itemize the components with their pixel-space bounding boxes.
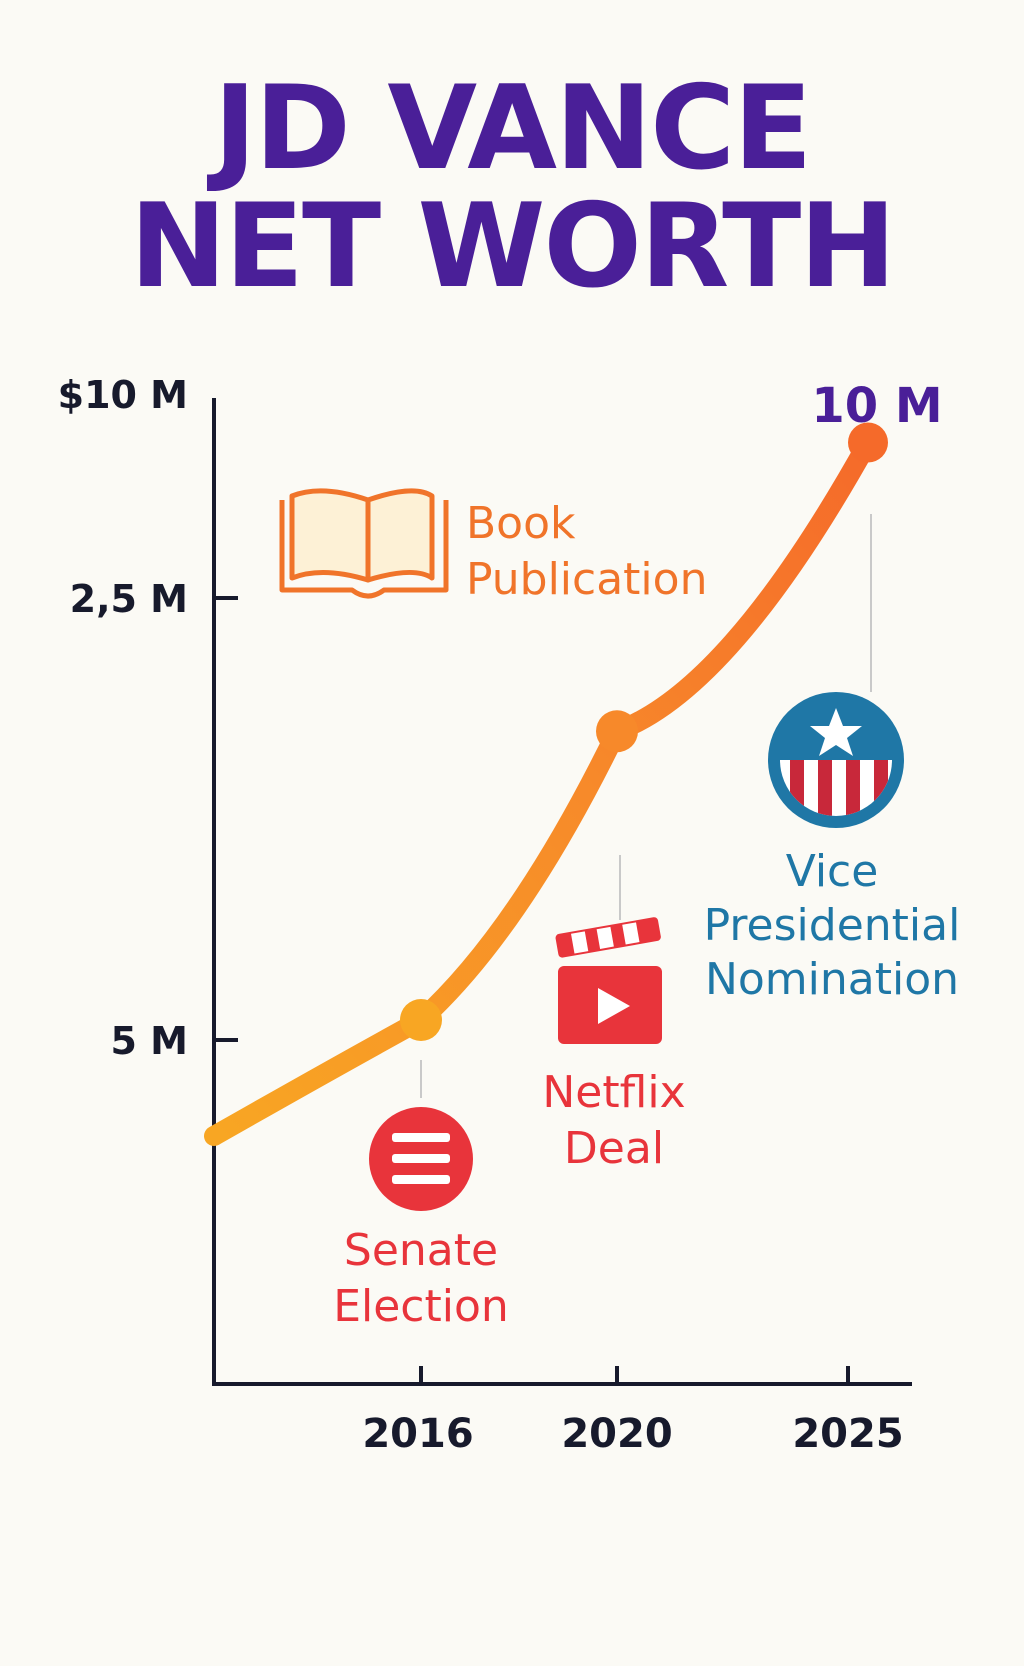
x-tick-label-2020: 2020 — [561, 1411, 672, 1457]
y-tick-label-2-5m: 2,5 M — [70, 577, 188, 621]
annotation-vp-line-2: Presidential — [704, 900, 961, 951]
data-point-2016 — [400, 999, 442, 1041]
data-points — [400, 422, 888, 1041]
x-tick-label-2016: 2016 — [362, 1411, 473, 1457]
net-worth-line — [204, 432, 878, 1146]
chart-title: JD VANCE NET WORTH — [0, 70, 1024, 306]
annotation-book-line-2: Publication — [466, 554, 707, 605]
us-seal-icon — [768, 692, 904, 828]
annotation-senate-line-1: Senate — [344, 1225, 498, 1276]
peak-value-label: 10 M — [811, 378, 942, 434]
title-line-1: JD VANCE — [213, 61, 813, 196]
title-line-2: NET WORTH — [129, 179, 897, 314]
open-book-icon — [279, 488, 449, 599]
data-point-2020 — [596, 710, 638, 753]
y-tick-label-5m: 5 M — [111, 1019, 188, 1063]
data-point-2025 — [848, 422, 888, 463]
x-tick-label-2025: 2025 — [792, 1411, 903, 1457]
annotation-senate-line-2: Election — [333, 1281, 509, 1332]
annotation-vp-line-3: Nomination — [705, 954, 959, 1005]
annotation-netflix-line-1: Netflix — [542, 1067, 685, 1118]
y-tick-label-10m: $10 M — [58, 373, 188, 417]
annotation-vp-line-1: Vice — [786, 846, 879, 897]
annotation-netflix-line-2: Deal — [564, 1123, 664, 1174]
netflix-clapperboard-icon — [555, 917, 662, 1044]
annotation-book-line-1: Book — [466, 498, 576, 549]
senate-list-icon — [369, 1107, 473, 1211]
